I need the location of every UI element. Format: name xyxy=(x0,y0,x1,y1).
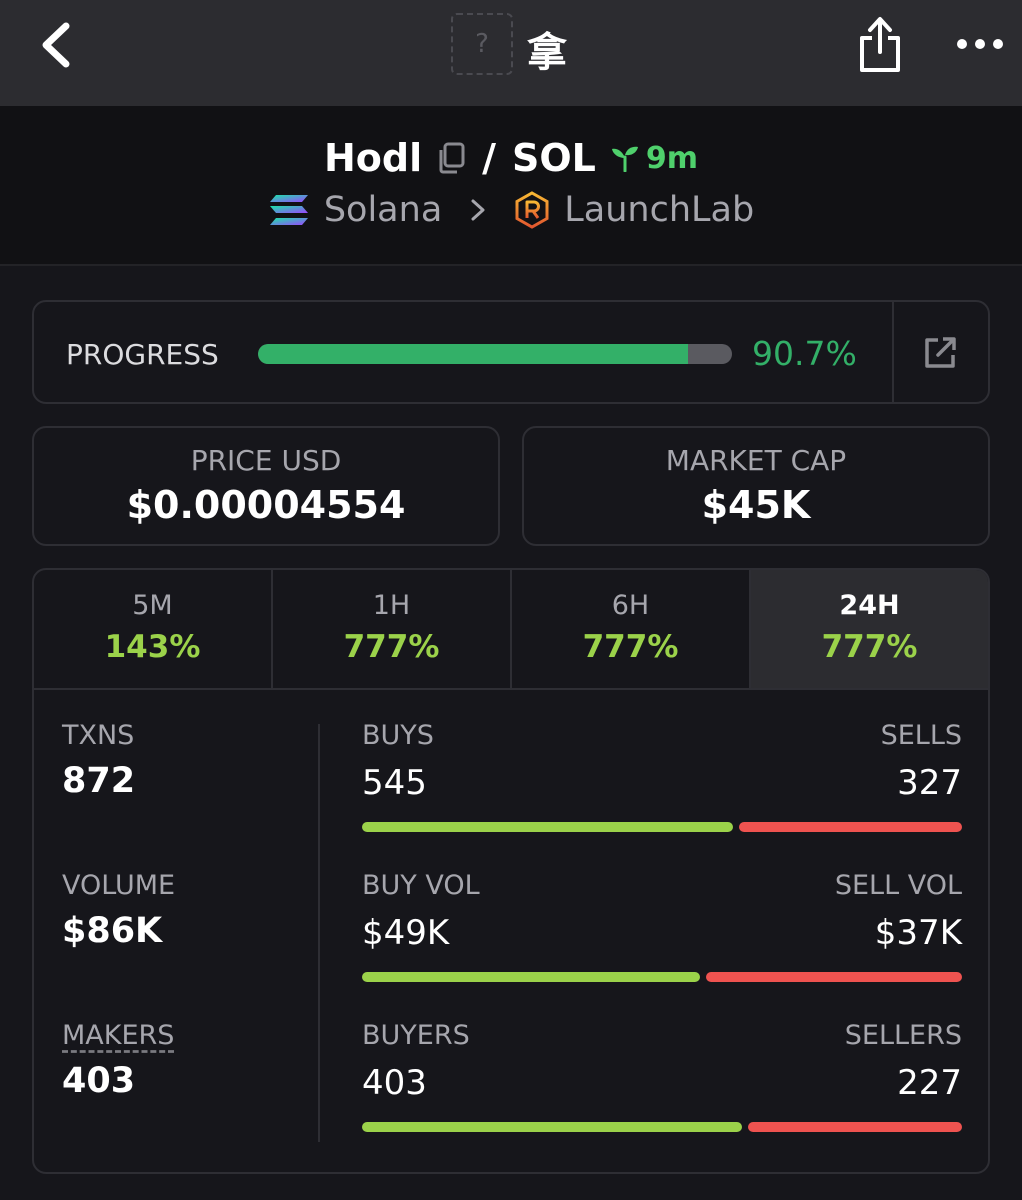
pair-header: Hodl / SOL 9m So xyxy=(0,106,1022,266)
pair-separator: / xyxy=(482,136,496,180)
sellers-value: 227 xyxy=(897,1063,962,1103)
chain-name[interactable]: Solana xyxy=(323,190,443,230)
launchlab-logo-icon xyxy=(515,191,549,229)
tab-change: 777% xyxy=(821,629,918,665)
market-cap-label: MARKET CAP xyxy=(665,444,847,477)
makers-value: 403 xyxy=(62,1061,136,1101)
sprout-icon xyxy=(611,146,638,172)
buys-sells-ratio-bar xyxy=(362,822,962,832)
buys-value: 545 xyxy=(362,763,427,803)
share-icon[interactable] xyxy=(856,14,904,74)
chain-breadcrumb: Solana LaunchLab xyxy=(0,190,1022,230)
sellers-label: SELLERS xyxy=(844,1020,962,1051)
tab-change: 143% xyxy=(104,629,201,665)
tab-label: 24H xyxy=(839,590,900,621)
sell-ratio-bar xyxy=(739,822,962,832)
tab-6h[interactable]: 6H 777% xyxy=(512,570,751,688)
progress-bar xyxy=(258,344,732,364)
column-divider xyxy=(318,724,320,1142)
makers-label[interactable]: MAKERS xyxy=(62,1020,175,1051)
buy-ratio-bar xyxy=(362,1122,742,1132)
volume-ratio-bar xyxy=(362,972,962,982)
volume-metric: VOLUME $86K xyxy=(62,870,175,951)
makers-metric: MAKERS 403 xyxy=(62,1020,174,1101)
tab-label: 6H xyxy=(611,590,650,621)
solana-logo-icon xyxy=(269,195,308,225)
buys-sells-split: BUYS SELLS 545 327 xyxy=(362,720,962,840)
tab-label: 5M xyxy=(132,590,173,621)
buy-ratio-bar xyxy=(362,972,700,982)
market-cap-value: $45K xyxy=(701,483,811,527)
sell-ratio-bar xyxy=(706,972,962,982)
buyers-label: BUYERS xyxy=(362,1020,470,1051)
volume-value: $86K xyxy=(62,911,163,951)
buy-vol-value: $49K xyxy=(362,913,450,953)
buyers-value: 403 xyxy=(362,1063,427,1103)
sell-vol-value: $37K xyxy=(874,913,962,953)
price-usd-label: PRICE USD xyxy=(190,444,342,477)
bonding-progress-card: PROGRESS 90.7% xyxy=(32,300,990,404)
txns-label: TXNS xyxy=(62,720,135,751)
placeholder-question-mark: ? xyxy=(475,29,489,59)
tab-5m[interactable]: 5M 143% xyxy=(34,570,273,688)
volume-label: VOLUME xyxy=(62,870,176,901)
token-symbol-title: 拿 xyxy=(527,30,567,76)
external-link-icon[interactable] xyxy=(922,335,958,371)
volume-split: BUY VOL SELL VOL $49K $37K xyxy=(362,870,962,990)
sells-value: 327 xyxy=(897,763,962,803)
trading-stats-card: 5M 143% 1H 777% 6H 777% 24H 777% TXNS 87… xyxy=(32,568,990,1174)
progress-label: PROGRESS xyxy=(66,338,219,371)
progress-value: 90.7% xyxy=(752,334,857,373)
copy-icon[interactable] xyxy=(436,142,466,174)
buyers-sellers-split: BUYERS SELLERS 403 227 xyxy=(362,1020,962,1140)
buy-vol-label: BUY VOL xyxy=(362,870,480,901)
timeframe-tabs: 5M 143% 1H 777% 6H 777% 24H 777% xyxy=(34,570,988,690)
pair-age-text: 9m xyxy=(645,140,699,176)
sell-vol-label: SELL VOL xyxy=(834,870,962,901)
tab-change: 777% xyxy=(343,629,440,665)
more-options-icon[interactable] xyxy=(956,34,1004,54)
txns-value: 872 xyxy=(62,761,136,801)
tab-1h[interactable]: 1H 777% xyxy=(273,570,512,688)
progress-bar-fill xyxy=(258,344,688,364)
tab-change: 777% xyxy=(582,629,679,665)
tab-24h[interactable]: 24H 777% xyxy=(751,570,988,688)
top-bar: ? 拿 xyxy=(0,0,1022,106)
back-arrow-icon[interactable] xyxy=(36,20,76,70)
chevron-right-icon xyxy=(471,199,485,221)
buyers-ratio-bar xyxy=(362,1122,962,1132)
sells-label: SELLS xyxy=(880,720,962,751)
token-image-placeholder: ? xyxy=(451,13,513,75)
sell-ratio-bar xyxy=(748,1122,962,1132)
token-name: Hodl xyxy=(323,136,423,180)
price-usd-card: PRICE USD $0.00004554 xyxy=(32,426,500,546)
price-usd-value: $0.00004554 xyxy=(126,483,406,527)
dex-name[interactable]: LaunchLab xyxy=(564,190,755,230)
buys-label: BUYS xyxy=(362,720,434,751)
pair-title-row: Hodl / SOL 9m xyxy=(0,136,1022,180)
tab-label: 1H xyxy=(372,590,411,621)
market-cap-card: MARKET CAP $45K xyxy=(522,426,990,546)
pair-age: 9m xyxy=(610,141,698,176)
progress-divider xyxy=(892,302,894,402)
buy-ratio-bar xyxy=(362,822,733,832)
quote-token: SOL xyxy=(512,136,596,180)
txns-metric: TXNS 872 xyxy=(62,720,135,801)
